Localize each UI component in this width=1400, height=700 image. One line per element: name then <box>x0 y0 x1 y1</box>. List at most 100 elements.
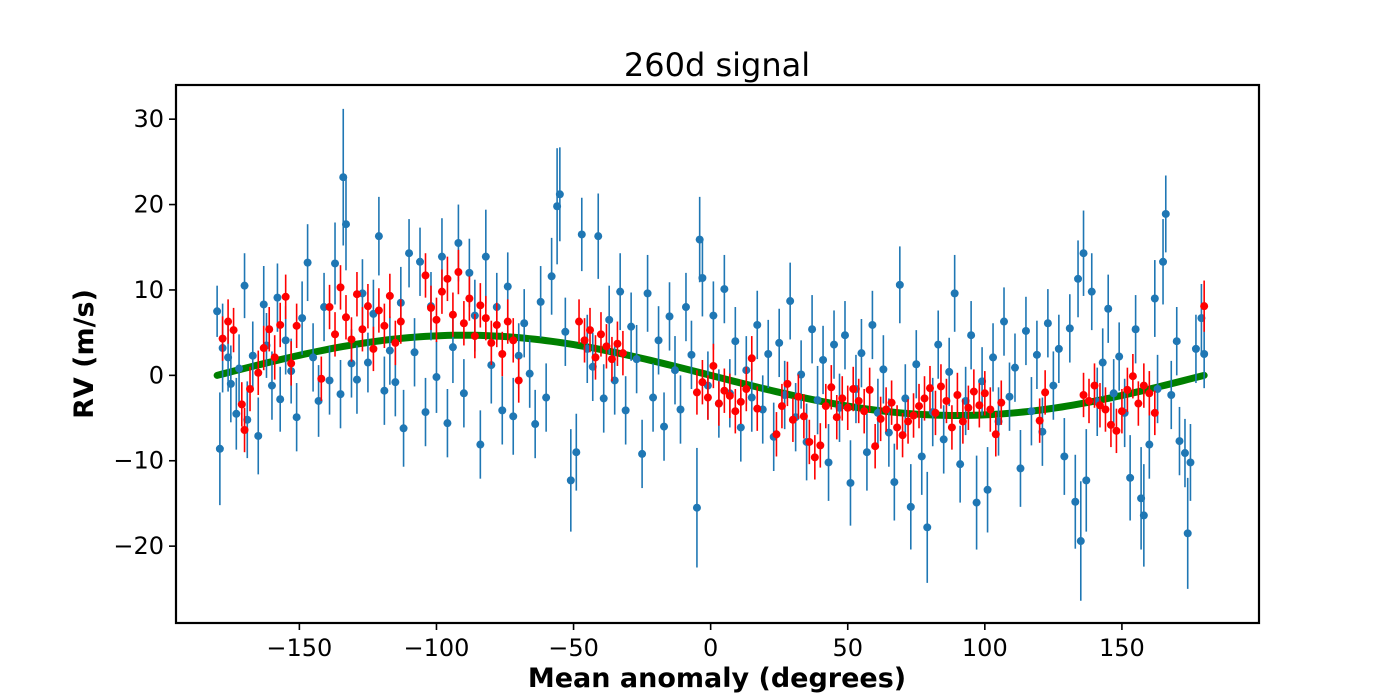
dataset-red-point <box>586 326 595 335</box>
dataset-blue-point <box>846 478 855 487</box>
dataset-red-point <box>698 378 707 387</box>
dataset-red-point <box>964 403 973 412</box>
dataset-red-point <box>352 290 361 299</box>
dataset-red-point <box>1150 408 1159 417</box>
dataset-blue-point <box>363 358 372 367</box>
dataset-blue-point <box>764 350 773 358</box>
dataset-red-point <box>958 417 967 426</box>
dataset-blue-point <box>1071 497 1080 506</box>
dataset-red-point <box>772 430 781 439</box>
dataset-blue-point <box>945 367 954 376</box>
dataset-red-point <box>1123 385 1132 394</box>
dataset-red-point <box>805 437 814 446</box>
dataset-blue-point <box>989 353 998 362</box>
dataset-red-point <box>909 411 918 420</box>
dataset-blue-point <box>1161 209 1170 218</box>
dataset-red-point <box>1200 302 1209 311</box>
dataset-blue-point <box>1021 326 1030 335</box>
dataset-blue-point <box>547 272 556 281</box>
dataset-red-point <box>975 401 984 410</box>
x-tick-label: −50 <box>548 634 599 662</box>
dataset-blue-point <box>503 282 512 291</box>
dataset-blue-point <box>808 325 817 334</box>
dataset-blue-point <box>1082 476 1091 485</box>
dataset-red-point <box>832 413 841 422</box>
dataset-blue-point <box>736 423 745 432</box>
dataset-blue-point <box>341 220 350 229</box>
dataset-blue-point <box>939 435 948 444</box>
dataset-red-point <box>596 330 605 339</box>
dataset-red-point <box>476 301 485 310</box>
x-tick-label: 150 <box>1099 634 1145 662</box>
dataset-blue-point <box>542 393 551 402</box>
dataset-blue-point <box>1027 407 1036 416</box>
dataset-blue-point <box>879 365 888 374</box>
dataset-blue-point <box>599 394 608 403</box>
dataset-blue-point <box>410 348 419 357</box>
dataset-blue-point <box>972 498 981 507</box>
dataset-blue-point <box>352 375 361 384</box>
dataset-red-point <box>602 342 611 351</box>
dataset-blue-point <box>890 478 899 487</box>
dataset-blue-point <box>465 268 474 277</box>
dataset-red-point <box>1085 396 1094 405</box>
dataset-blue-point <box>454 238 463 247</box>
dataset-blue-point <box>616 287 625 296</box>
dataset-red-point <box>374 306 383 315</box>
dataset-blue-point <box>950 289 959 298</box>
dataset-red-point <box>432 315 441 324</box>
dataset-red-point <box>731 407 740 416</box>
dataset-blue-point <box>1150 294 1159 303</box>
dataset-red-point <box>254 368 263 377</box>
dataset-blue-point <box>566 476 575 485</box>
dataset-blue-point <box>1043 319 1052 328</box>
dataset-red-point <box>341 313 350 322</box>
dataset-red-point <box>953 390 962 399</box>
dataset-red-point <box>1139 381 1148 390</box>
dataset-red-point <box>369 344 378 353</box>
dataset-blue-point <box>632 355 641 364</box>
dataset-blue-point <box>934 340 943 349</box>
dataset-red-point <box>1035 416 1044 425</box>
dataset-red-point <box>487 338 496 347</box>
dataset-red-point <box>876 414 885 423</box>
dataset-blue-point <box>267 381 276 390</box>
dataset-blue-point <box>731 337 740 346</box>
dataset-red-point <box>396 317 405 326</box>
x-tick-label: 0 <box>703 634 718 662</box>
dataset-blue-point <box>983 485 992 494</box>
dataset-red-point <box>465 294 474 303</box>
dataset-blue-point <box>862 448 871 457</box>
dataset-blue-point <box>857 349 866 358</box>
dataset-blue-point <box>1145 440 1154 449</box>
dataset-blue-point <box>698 273 707 282</box>
dataset-blue-point <box>956 460 965 469</box>
dataset-blue-point <box>259 300 268 309</box>
dataset-red-point <box>997 398 1006 407</box>
dataset-red-point <box>816 441 825 450</box>
dataset-blue-point <box>391 378 400 387</box>
dataset-red-point <box>860 407 869 416</box>
dataset-red-point <box>240 426 249 435</box>
dataset-blue-point <box>906 502 915 511</box>
dataset-blue-point <box>786 297 795 306</box>
dataset-blue-point <box>813 396 822 405</box>
dataset-blue-point <box>676 405 685 414</box>
dataset-blue-point <box>1087 287 1096 296</box>
dataset-blue-point <box>1183 529 1192 538</box>
dataset-blue-point <box>681 303 690 312</box>
dataset-red-point <box>742 385 751 394</box>
dataset-blue-point <box>432 373 441 382</box>
dataset-blue-point <box>1049 381 1058 390</box>
dataset-blue-point <box>1098 358 1107 367</box>
dataset-blue-point <box>1131 325 1140 334</box>
dataset-blue-point <box>1180 449 1189 458</box>
x-tick-label: 50 <box>832 634 863 662</box>
dataset-red-point <box>1106 420 1115 429</box>
dataset-blue-point <box>747 393 756 402</box>
dataset-red-point <box>703 393 712 402</box>
dataset-red-point <box>736 397 745 406</box>
dataset-red-point <box>481 314 490 323</box>
